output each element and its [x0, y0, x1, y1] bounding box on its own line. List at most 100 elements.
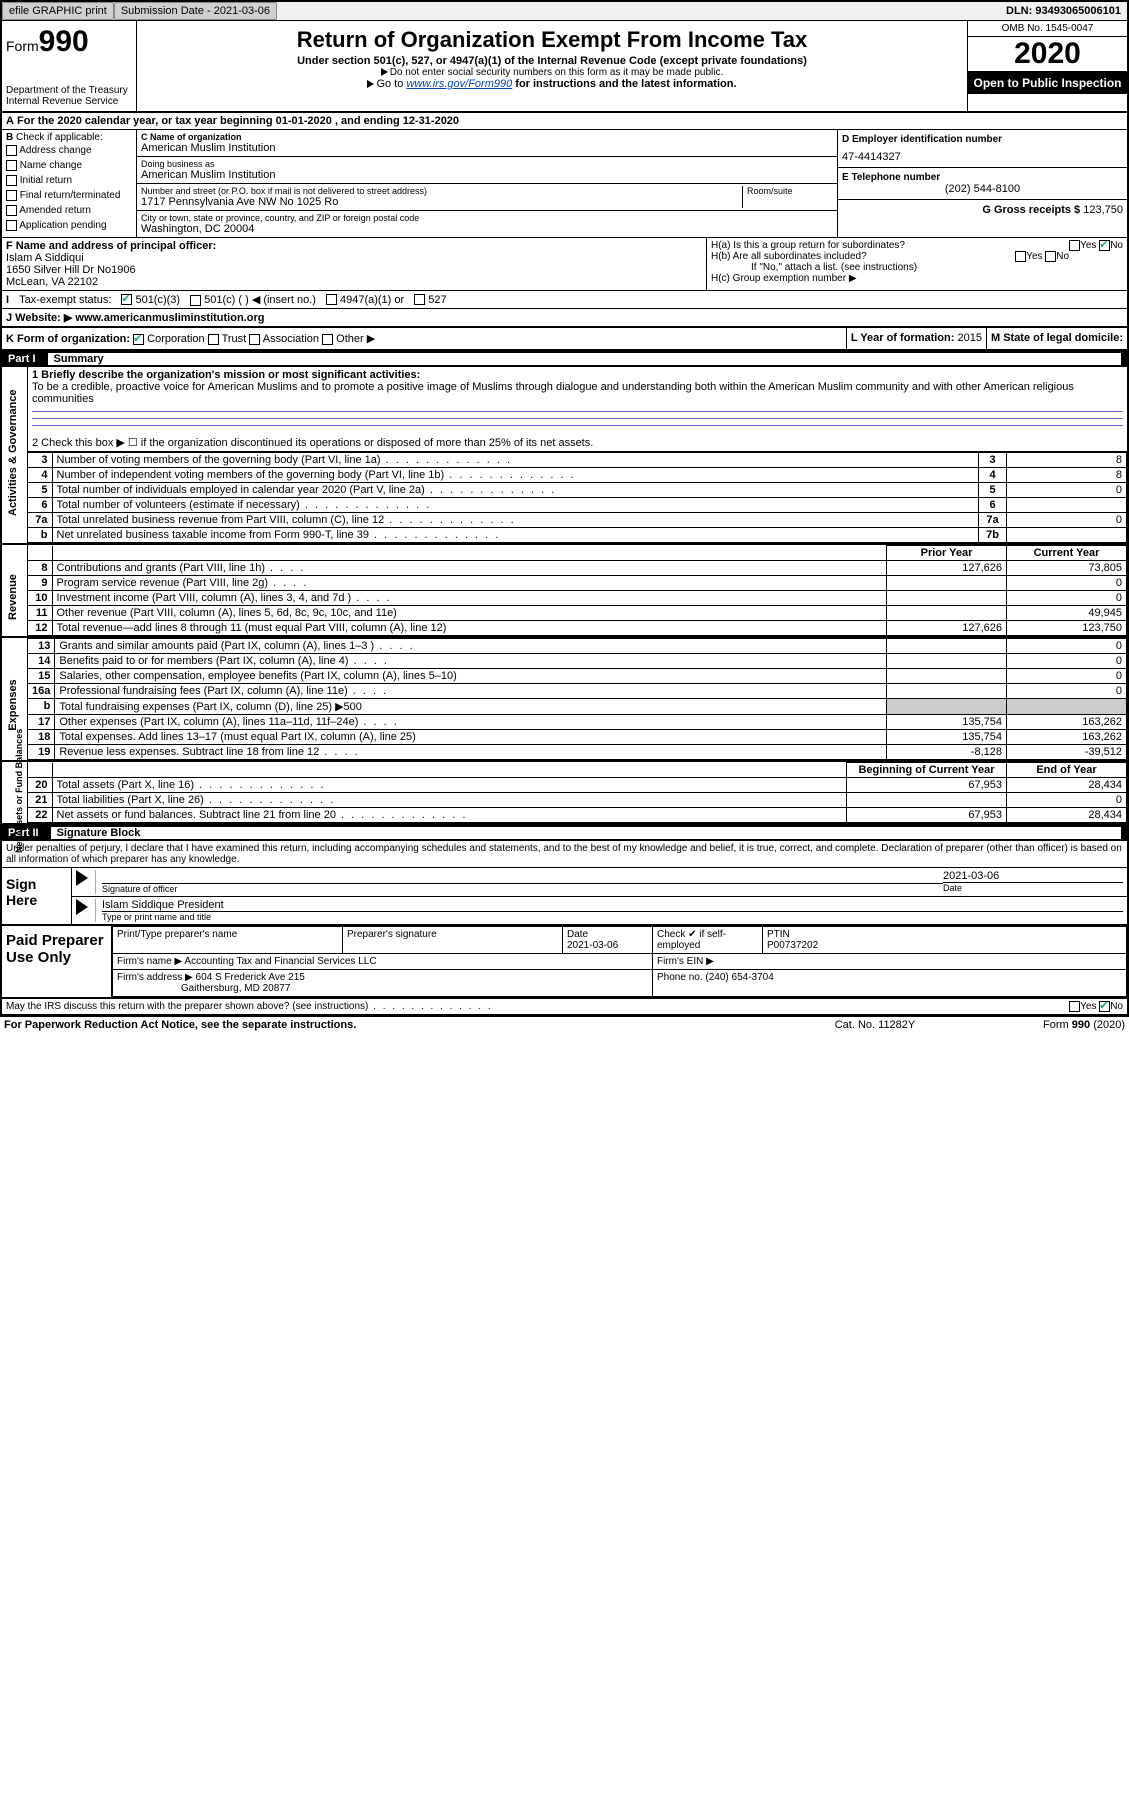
cb-501c[interactable]: 501(c) ( ) ◀ (insert no.)	[204, 294, 316, 306]
m-label: M State of legal domicile:	[991, 332, 1123, 344]
note-ssn: Do not enter social security numbers on …	[390, 67, 723, 78]
preparer-table: Print/Type preparer's name Preparer's si…	[112, 926, 1127, 997]
officer-name-label: Type or print name and title	[102, 912, 1123, 922]
hc-label: H(c) Group exemption number ▶	[711, 273, 1123, 284]
part1-header: Part I Summary	[2, 351, 1127, 367]
sig-date: 2021-03-06	[943, 870, 1123, 883]
discuss-yes[interactable]: Yes	[1080, 1001, 1096, 1012]
cat-no: Cat. No. 11282Y	[775, 1019, 975, 1031]
cb-corp[interactable]: Corporation	[147, 333, 204, 345]
phone-value: (202) 544-8100	[842, 183, 1123, 195]
city-state-zip: Washington, DC 20004	[141, 223, 833, 235]
form-subtitle: Under section 501(c), 527, or 4947(a)(1)…	[141, 55, 963, 67]
cb-initial-return[interactable]: Initial return	[20, 175, 72, 186]
firm-ein-lbl: Firm's EIN ▶	[657, 956, 714, 967]
ein-label: D Employer identification number	[842, 134, 1123, 145]
section-b: B Check if applicable: Address change Na…	[2, 130, 137, 237]
tax-year: 2020	[968, 37, 1127, 72]
gross-receipts-value: 123,750	[1083, 204, 1123, 216]
part1-num: Part I	[8, 353, 48, 365]
tab-netassets: Net Assets or Fund Balances	[14, 743, 24, 853]
cb-amended[interactable]: Amended return	[19, 205, 91, 216]
tab-revenue: Revenue	[7, 542, 19, 652]
firm-addr1: 604 S Frederick Ave 215	[196, 972, 305, 983]
cb-trust[interactable]: Trust	[222, 333, 247, 345]
form-title: Return of Organization Exempt From Incom…	[141, 27, 963, 53]
prep-date: 2021-03-06	[567, 940, 618, 951]
officer-name: Islam A Siddiqui	[6, 252, 84, 264]
i-label: Tax-exempt status:	[19, 294, 111, 306]
cb-address-change[interactable]: Address change	[19, 145, 91, 156]
note-goto-post: for instructions and the latest informat…	[512, 78, 736, 90]
k-label: K Form of organization:	[6, 333, 130, 345]
ha-label: H(a) Is this a group return for subordin…	[711, 240, 905, 251]
submission-date: Submission Date - 2021-03-06	[114, 2, 277, 20]
cb-527[interactable]: 527	[428, 294, 446, 306]
ein-value: 47-4414327	[842, 151, 1123, 163]
discuss-no[interactable]: No	[1110, 1001, 1123, 1012]
hb-note: If "No," attach a list. (see instruction…	[711, 262, 1123, 273]
form-footer: Form 990 (2020)	[975, 1019, 1125, 1031]
arrow-icon	[76, 899, 88, 915]
firm-addr2: Gaithersburg, MD 20877	[181, 983, 291, 994]
prep-sig-lbl: Preparer's signature	[347, 929, 437, 940]
table-revenue: Prior YearCurrent Year8Contributions and…	[28, 545, 1127, 636]
tab-activities: Activities & Governance	[7, 406, 19, 516]
ha-no[interactable]: No	[1110, 240, 1123, 251]
dept-treasury: Department of the Treasury Internal Reve…	[6, 85, 132, 107]
q1-label: 1 Briefly describe the organization's mi…	[32, 369, 420, 381]
room-label: Room/suite	[743, 186, 833, 208]
sig-date-label: Date	[943, 883, 1123, 893]
cb-application-pending[interactable]: Application pending	[19, 220, 106, 231]
officer-addr2: McLean, VA 22102	[6, 276, 98, 288]
table-governance: 3Number of voting members of the governi…	[28, 452, 1127, 543]
l-label: L Year of formation:	[851, 332, 955, 344]
prep-selfemp: Check ✔ if self-employed	[657, 929, 726, 951]
cb-4947[interactable]: 4947(a)(1) or	[340, 294, 404, 306]
officer-name-title: Islam Siddique President	[102, 899, 1123, 912]
cb-final-return[interactable]: Final return/terminated	[20, 190, 121, 201]
hb-yes[interactable]: Yes	[1026, 251, 1042, 262]
efile-button[interactable]: efile GRAPHIC print	[2, 2, 114, 20]
street-address: 1717 Pennsylvania Ave NW No 1025 Ro	[141, 196, 742, 208]
officer-addr1: 1650 Silver Hill Dr No1906	[6, 264, 136, 276]
firm-phone: (240) 654-3704	[705, 972, 773, 983]
table-netassets: Beginning of Current YearEnd of Year20To…	[28, 762, 1127, 823]
b-intro: Check if applicable:	[16, 132, 103, 143]
irs-link[interactable]: www.irs.gov/Form990	[406, 78, 512, 90]
mission-text: To be a credible, proactive voice for Am…	[32, 381, 1074, 405]
form-header: Form990 Department of the Treasury Inter…	[2, 21, 1127, 113]
paperwork-notice: For Paperwork Reduction Act Notice, see …	[4, 1019, 775, 1031]
part2-header: Part II Signature Block	[2, 825, 1127, 841]
street-label: Number and street (or P.O. box if mail i…	[141, 186, 742, 196]
signature-intro: Under penalties of perjury, I declare th…	[2, 841, 1127, 868]
q2-text: 2 Check this box ▶ ☐ if the organization…	[28, 434, 1127, 452]
paid-preparer-label: Paid Preparer Use Only	[2, 926, 112, 997]
dln: DLN: 93493065006101	[1000, 3, 1127, 19]
arrow-icon	[367, 80, 374, 88]
omb-number: OMB No. 1545-0047	[968, 21, 1127, 37]
dba-label: Doing business as	[141, 159, 833, 169]
firm-name: Accounting Tax and Financial Services LL…	[184, 956, 376, 967]
cb-assoc[interactable]: Association	[263, 333, 319, 345]
ha-yes[interactable]: Yes	[1080, 240, 1096, 251]
sign-here-label: Sign Here	[2, 868, 72, 924]
cb-name-change[interactable]: Name change	[20, 160, 82, 171]
hb-label: H(b) Are all subordinates included?	[711, 251, 867, 262]
ptin-lbl: PTIN	[767, 929, 790, 940]
firm-phone-lbl: Phone no.	[657, 972, 703, 983]
dba-name: American Muslim Institution	[141, 169, 833, 181]
prep-name-lbl: Print/Type preparer's name	[117, 929, 237, 940]
gross-receipts-label: G Gross receipts $	[982, 204, 1080, 216]
cb-other[interactable]: Other ▶	[336, 333, 375, 345]
form-number: 990	[39, 25, 89, 58]
top-toolbar: efile GRAPHIC print Submission Date - 20…	[2, 2, 1127, 21]
hb-no[interactable]: No	[1056, 251, 1069, 262]
prep-date-lbl: Date	[567, 929, 588, 940]
open-inspection: Open to Public Inspection	[968, 72, 1127, 94]
firm-name-lbl: Firm's name ▶	[117, 956, 182, 967]
cb-501c3[interactable]: 501(c)(3)	[135, 294, 180, 306]
f-label: F Name and address of principal officer:	[6, 240, 216, 252]
ptin: P00737202	[767, 940, 818, 951]
table-expenses: 13Grants and similar amounts paid (Part …	[28, 638, 1127, 760]
